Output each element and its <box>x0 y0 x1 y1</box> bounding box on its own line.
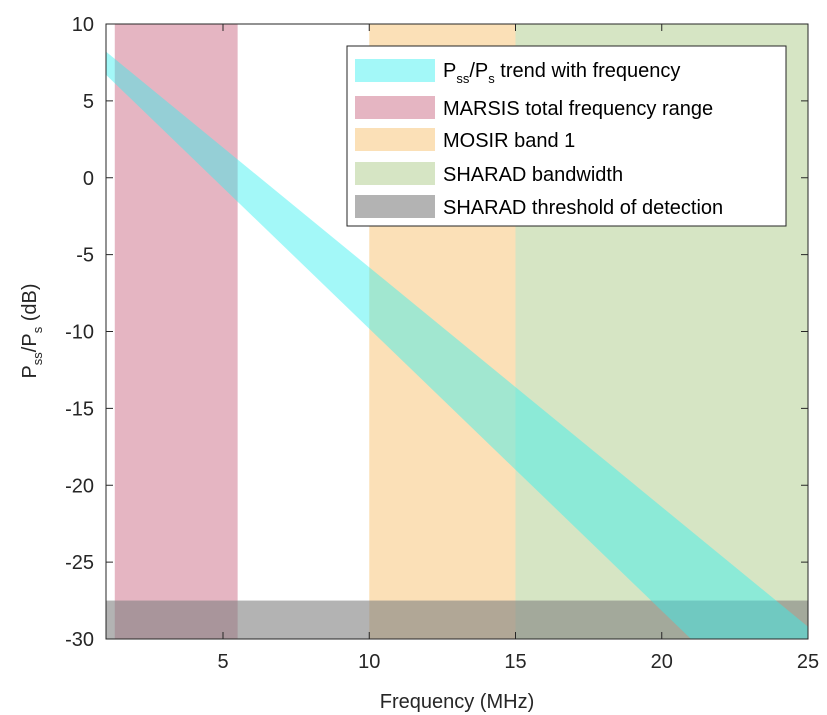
y-tick-label: 5 <box>83 91 94 113</box>
y-tick-label: -15 <box>65 398 94 420</box>
y-tick-label: -25 <box>65 552 94 574</box>
band-marsis <box>114 24 238 639</box>
x-tick-label: 5 <box>217 651 228 673</box>
y-tick-label: -20 <box>65 475 94 497</box>
y-tick-label: -10 <box>65 322 94 344</box>
x-tick-label: 25 <box>797 651 819 673</box>
x-tick-label: 20 <box>651 651 673 673</box>
legend-label-mosir: MOSIR band 1 <box>443 130 575 152</box>
trend-layer <box>106 51 808 640</box>
y-tick-label: -5 <box>76 245 94 267</box>
x-tick-label: 10 <box>358 651 380 673</box>
y-tick-label: 10 <box>72 14 94 36</box>
y-tick-label: -30 <box>65 629 94 651</box>
y-axis-label: Pss/Ps (dB) <box>19 283 45 378</box>
legend: Pss/Ps trend with frequency MARSIS total… <box>346 45 787 227</box>
svg-text:Pss/Ps (dB): Pss/Ps (dB) <box>19 283 45 378</box>
y-tick-label: 0 <box>83 168 94 190</box>
ticks-layer: 5 10 15 20 25 10 5 0 -5 -10 -15 -20 -25 -30 <box>65 14 819 673</box>
x-tick-label: 15 <box>504 651 526 673</box>
legend-swatch-trend <box>355 59 435 82</box>
legend-label-trend: Pss/Ps trend with frequency <box>443 60 680 86</box>
legend-swatch-threshold <box>355 195 435 218</box>
legend-label-threshold: SHARAD threshold of detection <box>443 197 723 219</box>
trend-band <box>106 51 808 640</box>
legend-label-sharad: SHARAD bandwidth <box>443 164 623 186</box>
legend-swatch-mosir <box>355 128 435 151</box>
x-axis-label: Frequency (MHz) <box>380 691 534 713</box>
legend-swatch-marsis <box>355 96 435 119</box>
legend-label-marsis: MARSIS total frequency range <box>443 98 713 120</box>
legend-swatch-sharad <box>355 162 435 185</box>
